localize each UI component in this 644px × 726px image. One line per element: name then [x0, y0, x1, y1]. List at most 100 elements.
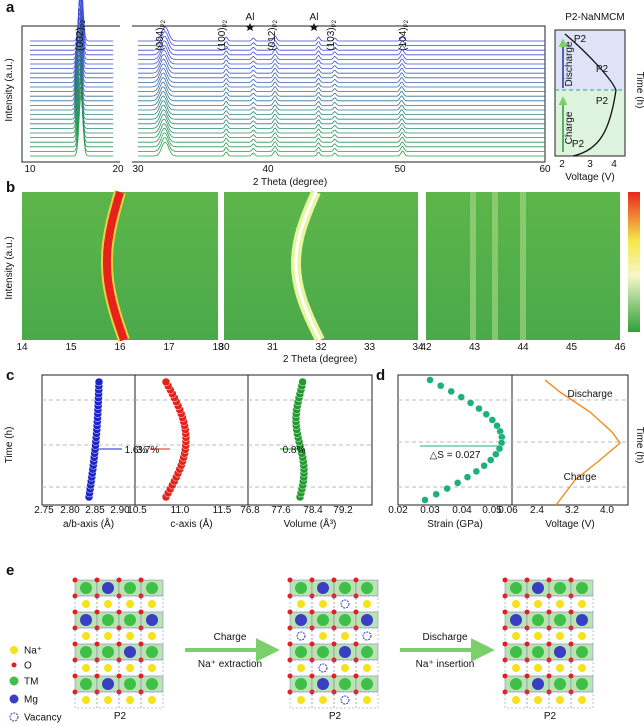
na-atom — [148, 664, 156, 672]
xrd-pattern — [30, 0, 114, 56]
peak-index: Al — [246, 12, 255, 23]
x-tick-label: 31 — [267, 342, 279, 353]
x-tick-label: 15 — [65, 342, 77, 353]
na-atom — [512, 600, 520, 608]
mg-atom — [124, 646, 136, 658]
na-atom — [126, 632, 134, 640]
xrd-pattern — [30, 94, 114, 157]
xrd-pattern — [30, 16, 114, 79]
star — [309, 23, 319, 31]
tm-atom — [124, 614, 136, 626]
xrd-pattern — [30, 39, 114, 102]
peak-subscript: P2 — [273, 19, 279, 27]
xrd-pattern — [30, 62, 114, 125]
xrd-pattern — [138, 26, 546, 42]
tm-atom — [554, 614, 566, 626]
structure-label: P2 — [114, 711, 127, 722]
x-tick-label: 50 — [394, 164, 406, 175]
peak-subscript: P2 — [332, 19, 338, 27]
x-tick-label: 2.85 — [85, 505, 105, 516]
x-tick-label: 0.05 — [482, 505, 502, 516]
na-atom — [297, 696, 305, 704]
step-detail: Na⁺ insertion — [416, 659, 475, 670]
y-axis-label: Intensity (a.u.) — [4, 236, 15, 299]
xrd-pattern — [138, 86, 546, 102]
na-cell — [333, 691, 357, 709]
na-cell — [355, 627, 379, 645]
o-atom — [502, 577, 508, 583]
x-tick-label: 20 — [112, 164, 124, 175]
na-cell — [311, 659, 335, 677]
tm-atom — [317, 646, 329, 658]
x-tick-label: 30 — [218, 342, 230, 353]
mg-atom — [510, 614, 522, 626]
o-atom — [116, 577, 122, 583]
panel-label: d — [376, 367, 385, 384]
peak-label: (004)P2 — [155, 19, 167, 50]
heatmap-band — [520, 192, 526, 340]
data-sphere — [298, 377, 307, 387]
o-atom — [502, 609, 508, 615]
heatmap-band — [470, 192, 476, 340]
tm-atom — [361, 582, 373, 594]
y-axis-label: Time (h) — [634, 72, 644, 109]
x-tick-label: 0.02 — [388, 505, 408, 516]
axes-frame — [511, 374, 629, 506]
annotation: △S = 0.027 — [430, 450, 481, 461]
xrd-pattern — [138, 81, 546, 97]
xrd-pattern — [138, 54, 546, 69]
strain-point — [480, 462, 488, 470]
x-axis-label: Voltage (V) — [565, 172, 614, 183]
na-cell — [140, 691, 164, 709]
xrd-pattern — [30, 30, 114, 92]
na-cell — [355, 691, 379, 709]
x-tick-label: 78.4 — [303, 505, 323, 516]
heatmap-band — [492, 192, 498, 340]
xrd-pattern — [30, 22, 114, 83]
o-atom — [287, 641, 293, 647]
mg-atom — [317, 678, 329, 690]
peak-index: (002) — [75, 27, 86, 50]
tm-atom — [510, 646, 522, 658]
xrd-pattern — [30, 54, 114, 115]
heatmap-peak — [103, 190, 128, 342]
x-tick-label: 3 — [587, 159, 593, 170]
axis-break — [120, 24, 132, 164]
na-atom — [126, 600, 134, 608]
na-atom — [126, 664, 134, 672]
na-atom — [578, 600, 586, 608]
xrd-pattern — [138, 118, 546, 134]
peak-index: (004) — [155, 27, 166, 50]
legend-icon — [9, 712, 19, 722]
tm-atom — [510, 582, 522, 594]
x-tick-label: 10 — [24, 164, 36, 175]
structure-label: P2 — [329, 711, 342, 722]
x-tick-label: 2.4 — [530, 505, 544, 516]
xrd-pattern — [30, 71, 114, 134]
xrd-pattern — [30, 90, 114, 152]
tm-atom — [146, 678, 158, 690]
peak-label: Al — [310, 12, 319, 23]
peak-label: (100)P2 — [217, 19, 229, 50]
na-atom — [82, 600, 90, 608]
annotation: Charge — [564, 472, 597, 483]
o-atom — [72, 609, 78, 615]
axes-frame — [134, 374, 249, 506]
tm-atom — [317, 614, 329, 626]
x-tick-label: 42 — [420, 342, 432, 353]
inset-text: Discharge — [564, 41, 575, 86]
legend-icon — [10, 646, 18, 654]
na-atom — [126, 696, 134, 704]
strain-point — [463, 473, 472, 481]
strain-point — [493, 422, 501, 430]
o-atom — [138, 577, 144, 583]
legend-label: O — [24, 661, 32, 672]
axes-frame — [21, 25, 546, 163]
na-cell — [289, 627, 313, 645]
xrd-pattern — [30, 44, 114, 106]
xrd-pattern — [138, 136, 546, 152]
na-atom — [82, 632, 90, 640]
tm-atom — [339, 582, 351, 594]
xrd-pattern — [138, 31, 546, 46]
na-atom — [556, 664, 564, 672]
